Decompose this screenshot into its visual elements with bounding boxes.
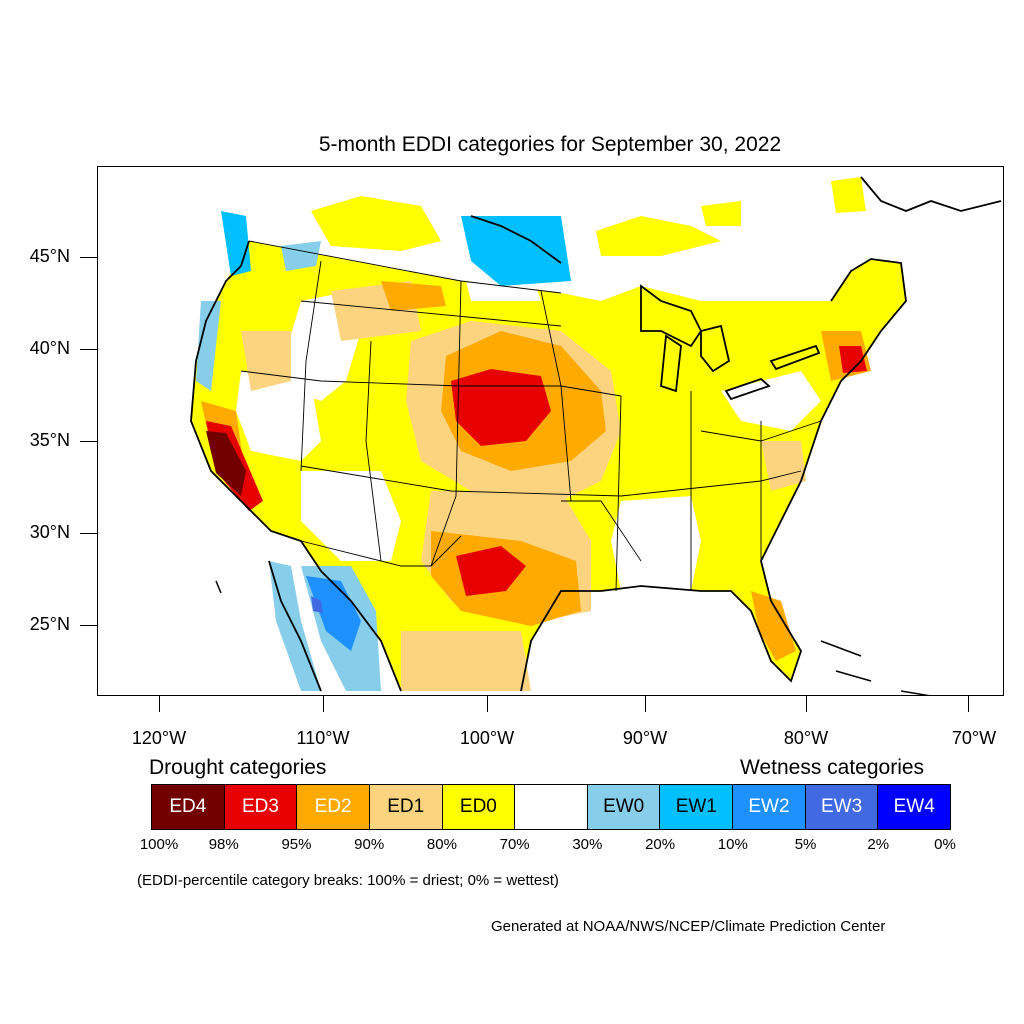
legend-break-label: 95% — [281, 836, 312, 853]
ew3-region — [311, 596, 323, 613]
ed2-region — [751, 591, 796, 661]
map-panel — [97, 166, 1004, 696]
lon-label-100w: 100°W — [459, 728, 515, 748]
legend-swatch-ed4: ED4 — [152, 785, 225, 829]
ew1-region — [461, 216, 571, 286]
legend-swatch-ew4: EW4 — [878, 785, 951, 829]
lat-tick — [80, 533, 97, 534]
lat-tick — [80, 625, 97, 626]
neutral-region — [721, 371, 821, 431]
legend-swatch-ed3: ED3 — [224, 785, 298, 829]
ed2-region — [381, 281, 446, 311]
lat-tick — [80, 349, 97, 350]
drought-categories-heading: Drought categories — [149, 756, 327, 779]
wetness-categories-heading: Wetness categories — [740, 756, 925, 779]
legend-break-label: 2% — [867, 836, 890, 853]
category-note: (EDDI-percentile category breaks: 100% =… — [137, 872, 559, 889]
lat-label-25: 25°N — [29, 614, 70, 634]
canada-patch — [311, 196, 441, 251]
legend-break-label: 98% — [208, 836, 239, 853]
lon-tick — [323, 696, 324, 712]
legend-swatch-ew3: EW3 — [805, 785, 879, 829]
legend-break-label: 0% — [934, 836, 956, 853]
lat-label-45: 45°N — [29, 246, 70, 266]
ed1-region — [401, 631, 531, 691]
lat-label-30: 30°N — [29, 522, 70, 542]
ed3-region — [456, 546, 526, 596]
lon-label-70w: 70°W — [951, 728, 997, 748]
islands — [215, 580, 930, 695]
ew0-region — [196, 301, 221, 391]
neutral-region — [236, 371, 321, 461]
neutral-region — [301, 471, 401, 561]
lon-label-90w: 90°W — [622, 728, 668, 748]
lat-label-40: 40°N — [29, 338, 70, 358]
legend-break-label: 30% — [572, 836, 603, 853]
legend-swatch-neutral — [515, 785, 588, 829]
lon-label-110w: 110°W — [296, 728, 350, 748]
legend-break-label: 90% — [354, 836, 385, 853]
lon-tick — [806, 696, 807, 712]
ew1-region — [221, 211, 251, 276]
lat-label-35: 35°N — [29, 430, 70, 450]
credit-line: Generated at NOAA/NWS/NCEP/Climate Predi… — [491, 918, 886, 935]
legend-break-label: 10% — [717, 836, 748, 853]
lon-label-120w: 120°W — [131, 728, 187, 748]
legend-break-label: 20% — [645, 836, 676, 853]
ed4-region — [206, 431, 246, 496]
legend-swatch-ew0: EW0 — [587, 785, 661, 829]
legend-swatch-ed1: ED1 — [369, 785, 443, 829]
legend-break-label: 100% — [139, 836, 179, 853]
legend-swatch-ew1: EW1 — [660, 785, 734, 829]
legend-swatch-ed2: ED2 — [297, 785, 370, 829]
lat-tick — [80, 257, 97, 258]
lon-tick — [487, 696, 488, 712]
lon-tick — [159, 696, 160, 712]
canada-patch — [701, 201, 741, 226]
lon-label-80w: 80°W — [783, 728, 829, 748]
map-title: 5-month EDDI categories for September 30… — [318, 133, 782, 156]
legend-break-label: 80% — [426, 836, 457, 853]
eddi-map — [190, 176, 1002, 695]
legend-colorbar: ED4 ED3 ED2 ED1 ED0 EW0 EW1 EW2 EW3 EW4 — [151, 784, 951, 830]
legend-break-label: 70% — [499, 836, 530, 853]
lon-tick — [645, 696, 646, 712]
neutral-region — [611, 496, 701, 591]
ed3-region — [839, 346, 867, 373]
state-borders — [240, 240, 822, 592]
canada-patch — [831, 177, 866, 213]
lon-tick — [968, 696, 969, 712]
ew2-region — [306, 576, 361, 651]
legend-swatch-ed0: ED0 — [442, 785, 516, 829]
lat-tick — [80, 441, 97, 442]
ed3-region — [451, 369, 551, 446]
legend-break-label: 5% — [794, 836, 817, 853]
legend-swatch-ew2: EW2 — [733, 785, 806, 829]
canada-patch — [596, 216, 721, 256]
